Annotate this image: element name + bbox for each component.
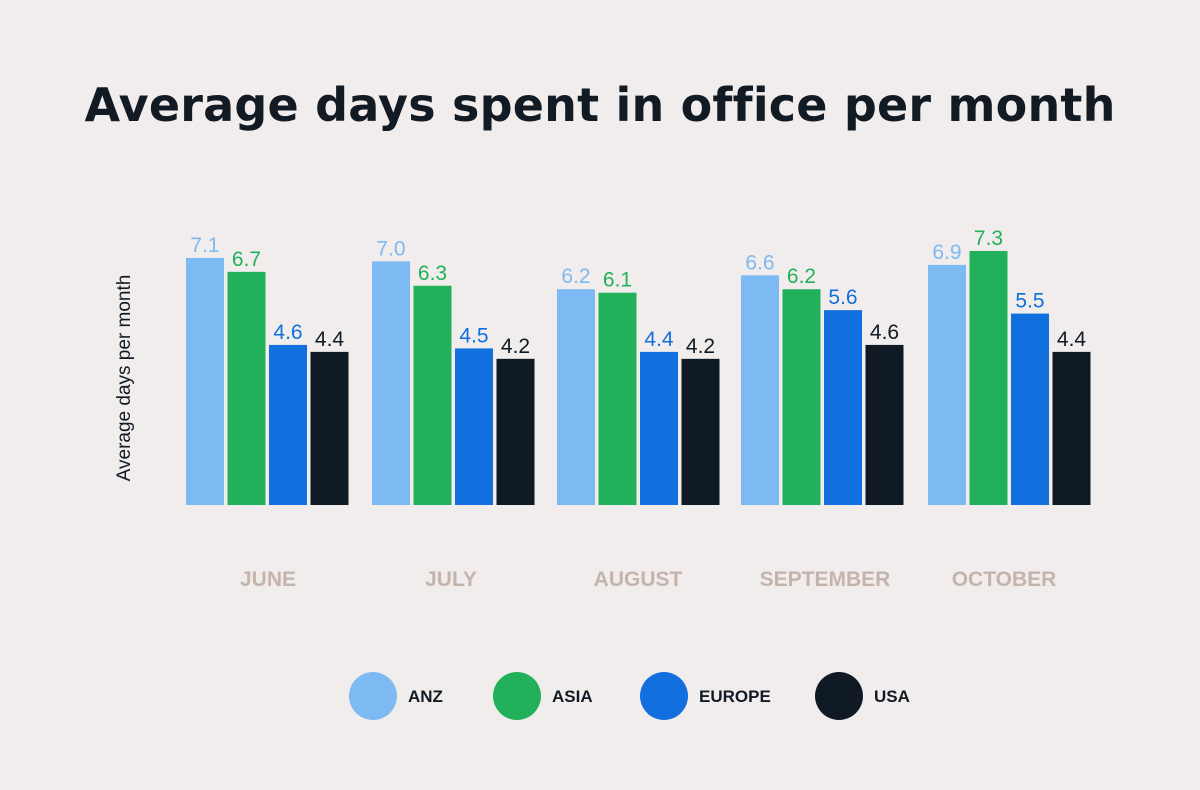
legend-label-anz: ANZ (408, 687, 443, 706)
legend-swatch-europe (640, 672, 688, 720)
value-label-september-europe: 5.6 (828, 286, 857, 309)
bar-september-asia (782, 289, 821, 505)
legend: ANZ ASIA EUROPE USA (349, 672, 910, 720)
value-label-august-asia: 6.1 (603, 269, 632, 292)
bar-june-usa (310, 351, 349, 505)
category-label-june: JUNE (240, 568, 296, 591)
value-label-october-asia: 7.3 (974, 227, 1003, 250)
value-label-june-europe: 4.6 (273, 321, 302, 344)
category-label-july: JULY (425, 568, 477, 591)
bar-june-europe (269, 344, 307, 505)
value-label-july-europe: 4.5 (459, 324, 488, 347)
value-label-october-usa: 4.4 (1057, 328, 1087, 351)
category-label-august: AUGUST (594, 568, 683, 591)
value-label-september-usa: 4.6 (870, 321, 899, 344)
value-label-august-usa: 4.2 (686, 335, 715, 358)
legend-swatch-asia (493, 672, 541, 720)
bar-july-anz (372, 261, 410, 505)
bar-september-usa (865, 344, 904, 505)
bar-august-europe (640, 351, 678, 505)
bar-july-usa (496, 358, 535, 505)
bar-september-anz (741, 275, 779, 505)
value-label-june-asia: 6.7 (232, 248, 261, 271)
legend-swatch-usa (815, 672, 863, 720)
value-label-july-anz: 7.0 (376, 237, 405, 260)
value-label-july-usa: 4.2 (501, 335, 530, 358)
category-labels: JUNE JULY AUGUST SEPTEMBER OCTOBER (240, 568, 1056, 591)
bar-october-asia (969, 250, 1008, 505)
value-label-october-europe: 5.5 (1015, 290, 1044, 313)
chart-title: Average days spent in office per month (84, 78, 1116, 132)
value-label-august-anz: 6.2 (561, 265, 590, 288)
value-label-september-anz: 6.6 (745, 251, 774, 274)
y-axis-label: Average days per month (114, 275, 135, 482)
bar-october-anz (928, 264, 966, 505)
bar-august-usa (681, 358, 720, 505)
value-label-june-anz: 7.1 (190, 234, 219, 257)
bar-october-usa (1052, 351, 1091, 505)
bar-september-europe (824, 310, 862, 505)
value-label-june-usa: 4.4 (315, 328, 345, 351)
bar-july-asia (413, 285, 452, 505)
bar-august-asia (598, 292, 637, 505)
legend-label-europe: EUROPE (699, 687, 771, 706)
value-label-september-asia: 6.2 (787, 265, 816, 288)
value-label-august-europe: 4.4 (644, 328, 674, 351)
legend-swatch-anz (349, 672, 397, 720)
category-label-september: SEPTEMBER (760, 568, 891, 591)
legend-label-asia: ASIA (552, 687, 593, 706)
category-label-october: OCTOBER (952, 568, 1057, 591)
bar-july-europe (455, 348, 493, 505)
bar-june-asia (227, 271, 266, 505)
bar-october-europe (1011, 313, 1049, 505)
bar-august-anz (557, 289, 595, 505)
bar-june-anz (186, 257, 224, 505)
legend-label-usa: USA (874, 687, 910, 706)
value-label-july-asia: 6.3 (418, 262, 447, 285)
bars-layer: 7.1 6.7 4.6 4.4 7.0 6.3 4.5 4.2 6.2 6.1 4.4 4.2 6.6 6… (186, 227, 1091, 505)
value-label-october-anz: 6.9 (932, 241, 961, 264)
